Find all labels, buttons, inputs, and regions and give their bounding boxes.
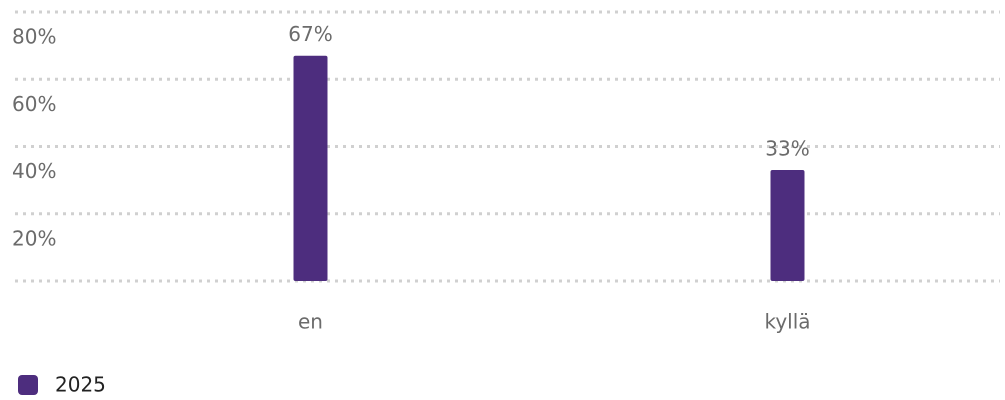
x-tick-label: kyllä [764,310,810,334]
bar [770,170,805,281]
x-tick-label: en [298,310,323,334]
value-label: 33% [765,137,809,161]
y-tick-label: 20% [12,226,56,250]
bar [293,55,328,282]
y-tick-label: 80% [12,25,56,49]
legend-swatch [18,375,38,395]
legend-label: 2025 [55,373,106,397]
y-tick-label: 40% [12,159,56,183]
y-tick-label: 60% [12,92,56,116]
value-label: 67% [288,22,332,46]
